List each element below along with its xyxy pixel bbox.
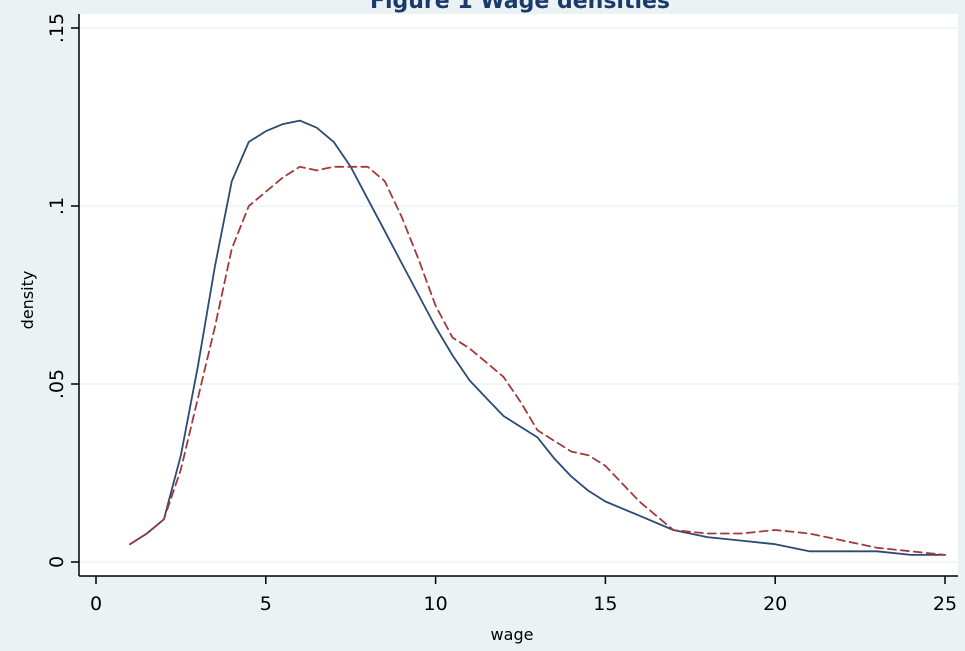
x-tick-label-0: 0 xyxy=(90,593,102,615)
density-line-dashed xyxy=(129,165,946,556)
y-tick-label-3: .15 xyxy=(46,13,68,43)
grid-lines xyxy=(79,27,958,563)
y-tick-label-0: 0 xyxy=(46,556,68,568)
x-tick-label-5: 25 xyxy=(933,593,957,615)
x-tick-label-1: 5 xyxy=(260,593,272,615)
density-line-solid xyxy=(129,119,946,556)
x-tick-label-4: 20 xyxy=(763,593,787,615)
tick-labels: 0 .05 .1 .15 0 5 10 15 20 25 xyxy=(46,13,957,615)
y-tick-label-1: .05 xyxy=(46,369,68,399)
axes xyxy=(71,14,958,584)
chart-title: Figure 1 Wage densities xyxy=(370,0,670,14)
x-tick-label-2: 10 xyxy=(424,593,448,615)
y-axis-title: density xyxy=(18,271,37,330)
x-tick-label-3: 15 xyxy=(593,593,617,615)
y-tick-label-2: .1 xyxy=(46,197,68,215)
x-axis-title: wage xyxy=(491,625,534,644)
series-lines xyxy=(129,119,946,556)
plot-area xyxy=(79,14,958,576)
